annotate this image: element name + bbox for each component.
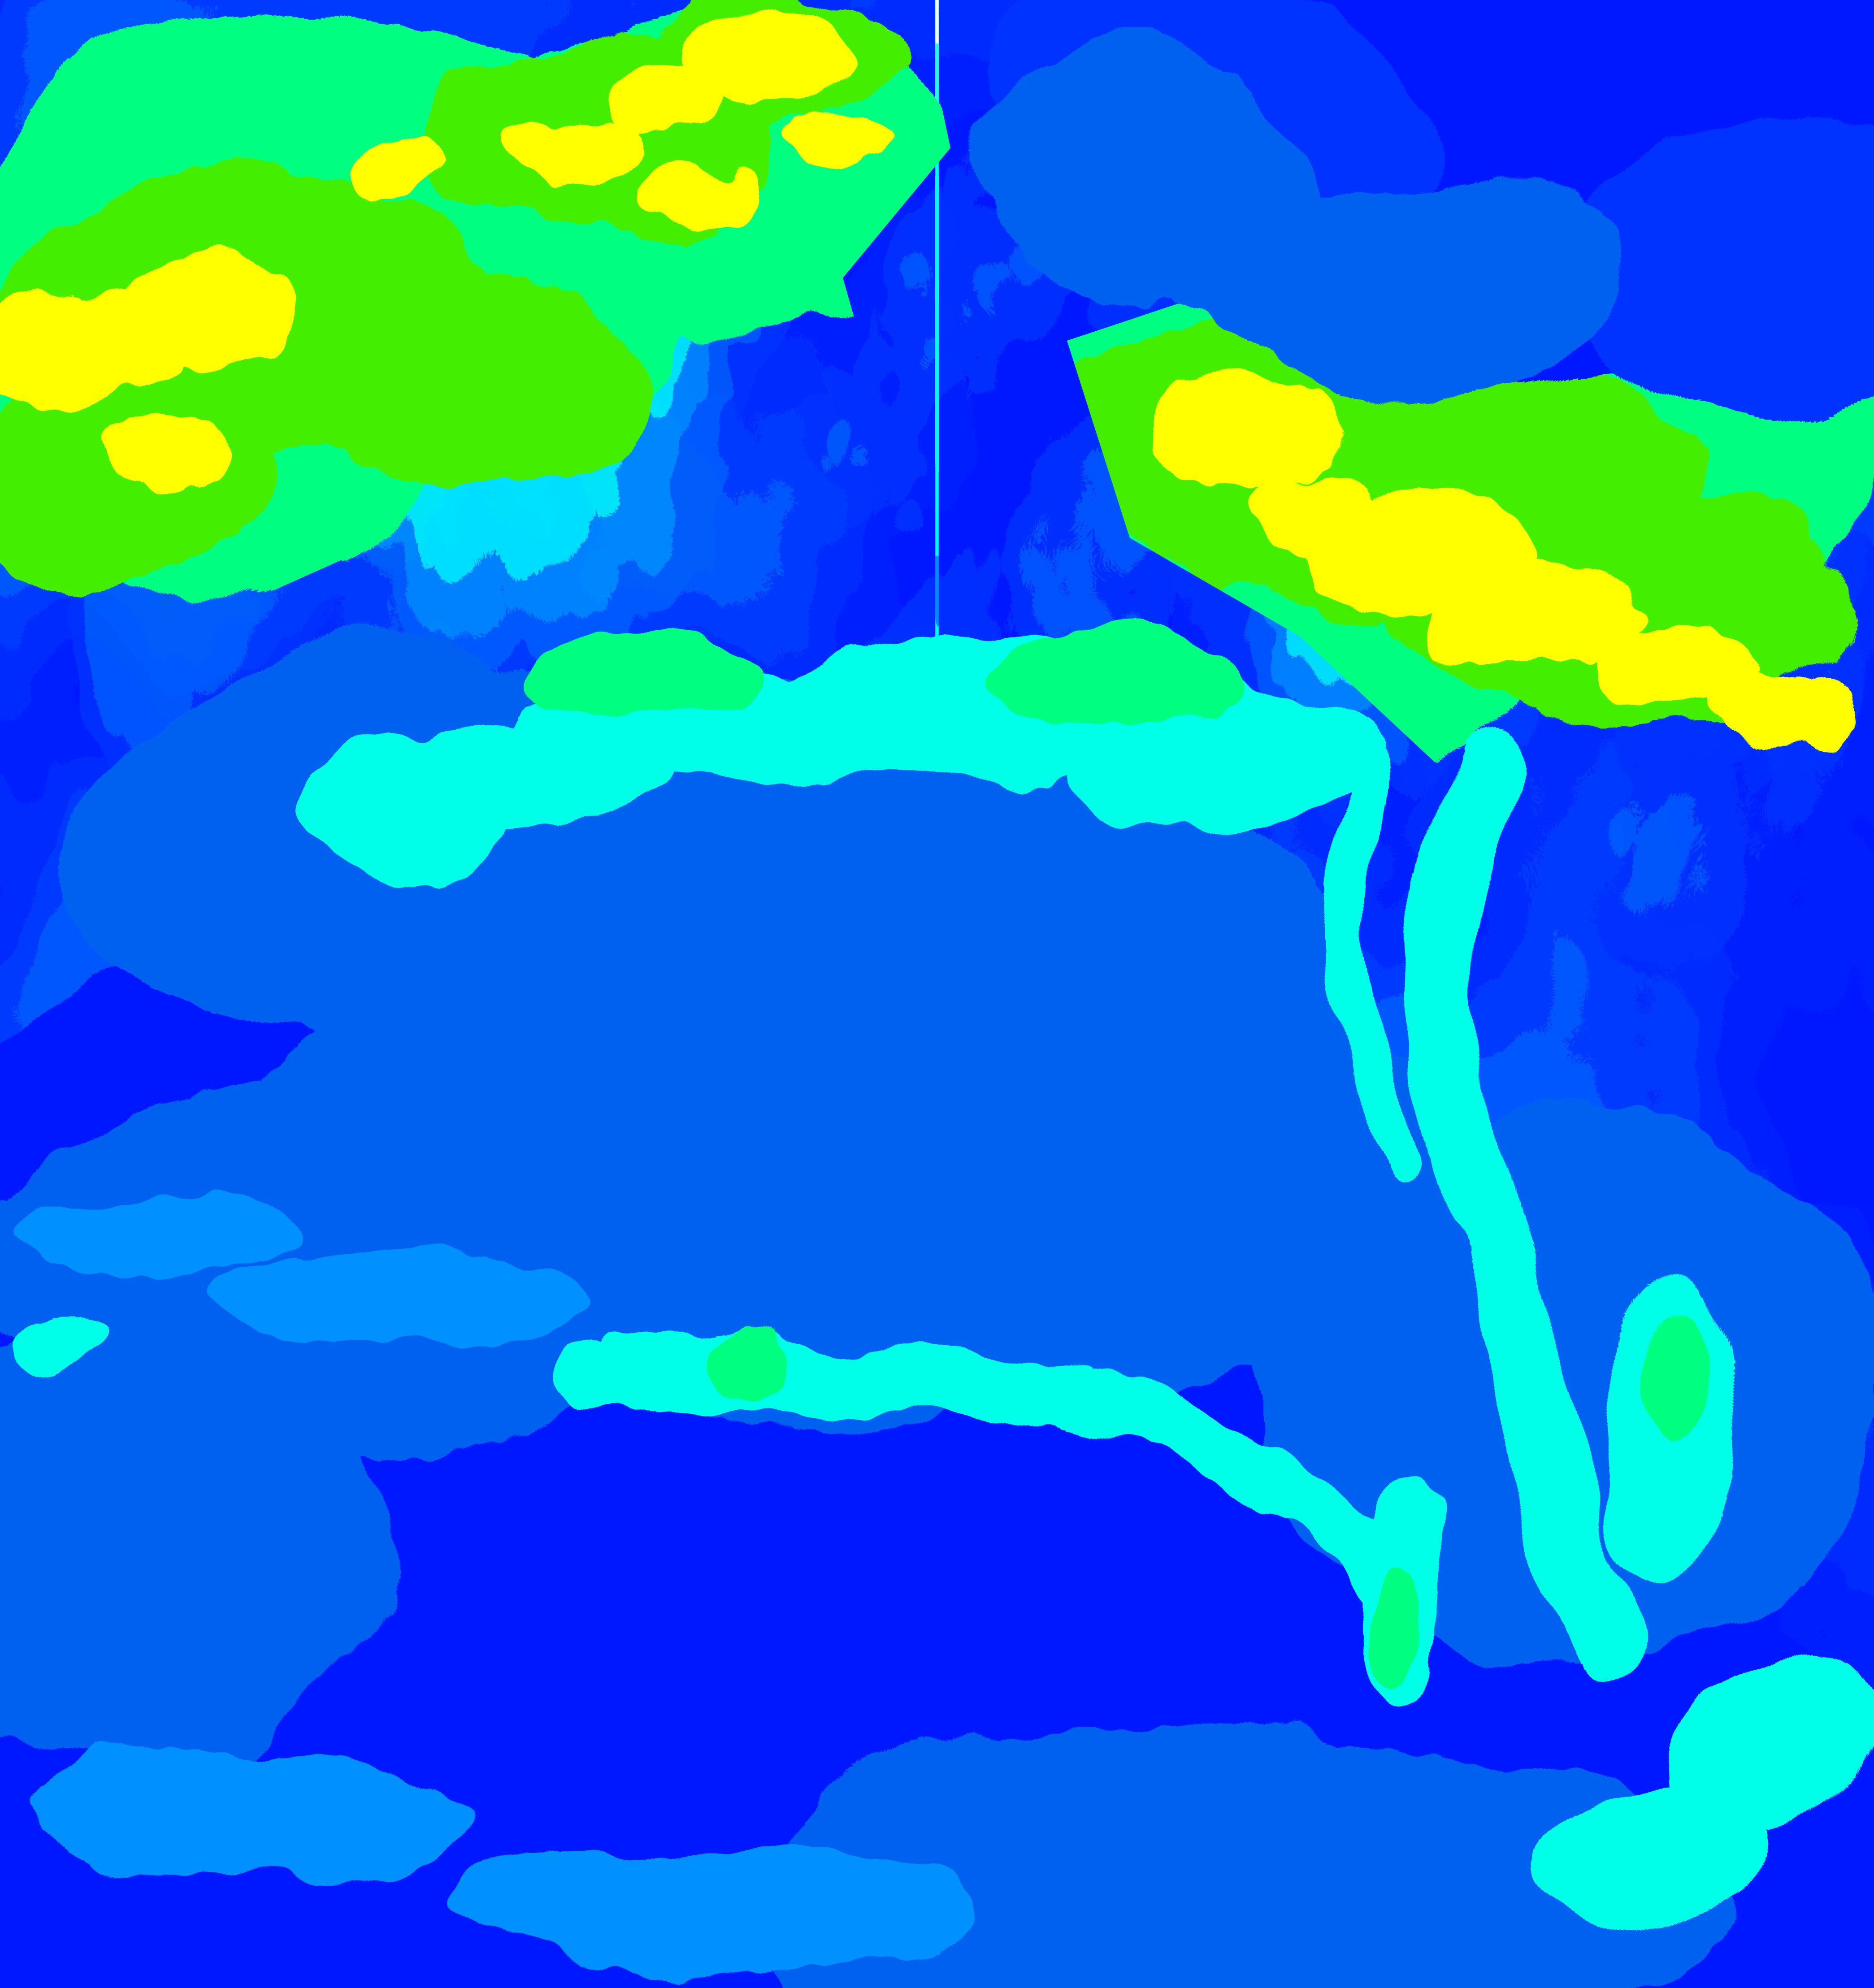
colormap-canvas: #0018FF #0033FF #0060F0 #0090FF #00FFE8 …: [0, 0, 1874, 1988]
palette-quantize-overlay: [0, 0, 1874, 1988]
